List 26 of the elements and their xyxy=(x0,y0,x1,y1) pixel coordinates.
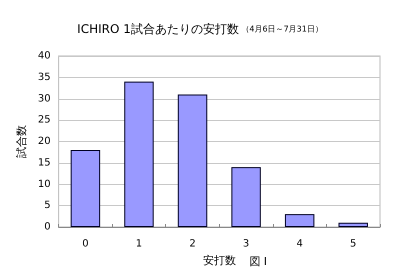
y-tick-label: 20 xyxy=(38,136,51,147)
y-tick-label: 40 xyxy=(38,50,51,62)
y-tick-label: 5 xyxy=(44,200,51,212)
x-tick-label: 0 xyxy=(82,238,89,250)
bar xyxy=(124,82,154,227)
bar xyxy=(338,222,368,227)
y-tick-label: 0 xyxy=(44,222,51,232)
x-tick-label: 5 xyxy=(350,238,356,250)
bar xyxy=(231,167,261,227)
bar xyxy=(70,150,100,227)
bar xyxy=(178,94,208,227)
y-tick-label: 35 xyxy=(38,72,51,83)
y-tick-label: 15 xyxy=(38,157,51,168)
x-tick-label: 4 xyxy=(296,238,303,250)
bar xyxy=(284,214,314,227)
y-tick-label: 10 xyxy=(38,178,51,190)
chart-subtitle: （4月6日～7月31日） xyxy=(238,24,323,34)
y-tick-label: 30 xyxy=(38,93,51,104)
y-tick-label: 25 xyxy=(38,114,51,126)
x-tick-label: 2 xyxy=(189,238,196,250)
x-tick-label: 3 xyxy=(242,238,250,250)
x-axis-title: 安打数 xyxy=(202,254,236,267)
y-axis-title: 試合数 xyxy=(15,125,28,158)
x-tick-label: 1 xyxy=(136,238,142,250)
chart-title: ICHIRO 1試合あたりの安打数 xyxy=(77,22,239,36)
text: 図 I xyxy=(249,255,268,268)
